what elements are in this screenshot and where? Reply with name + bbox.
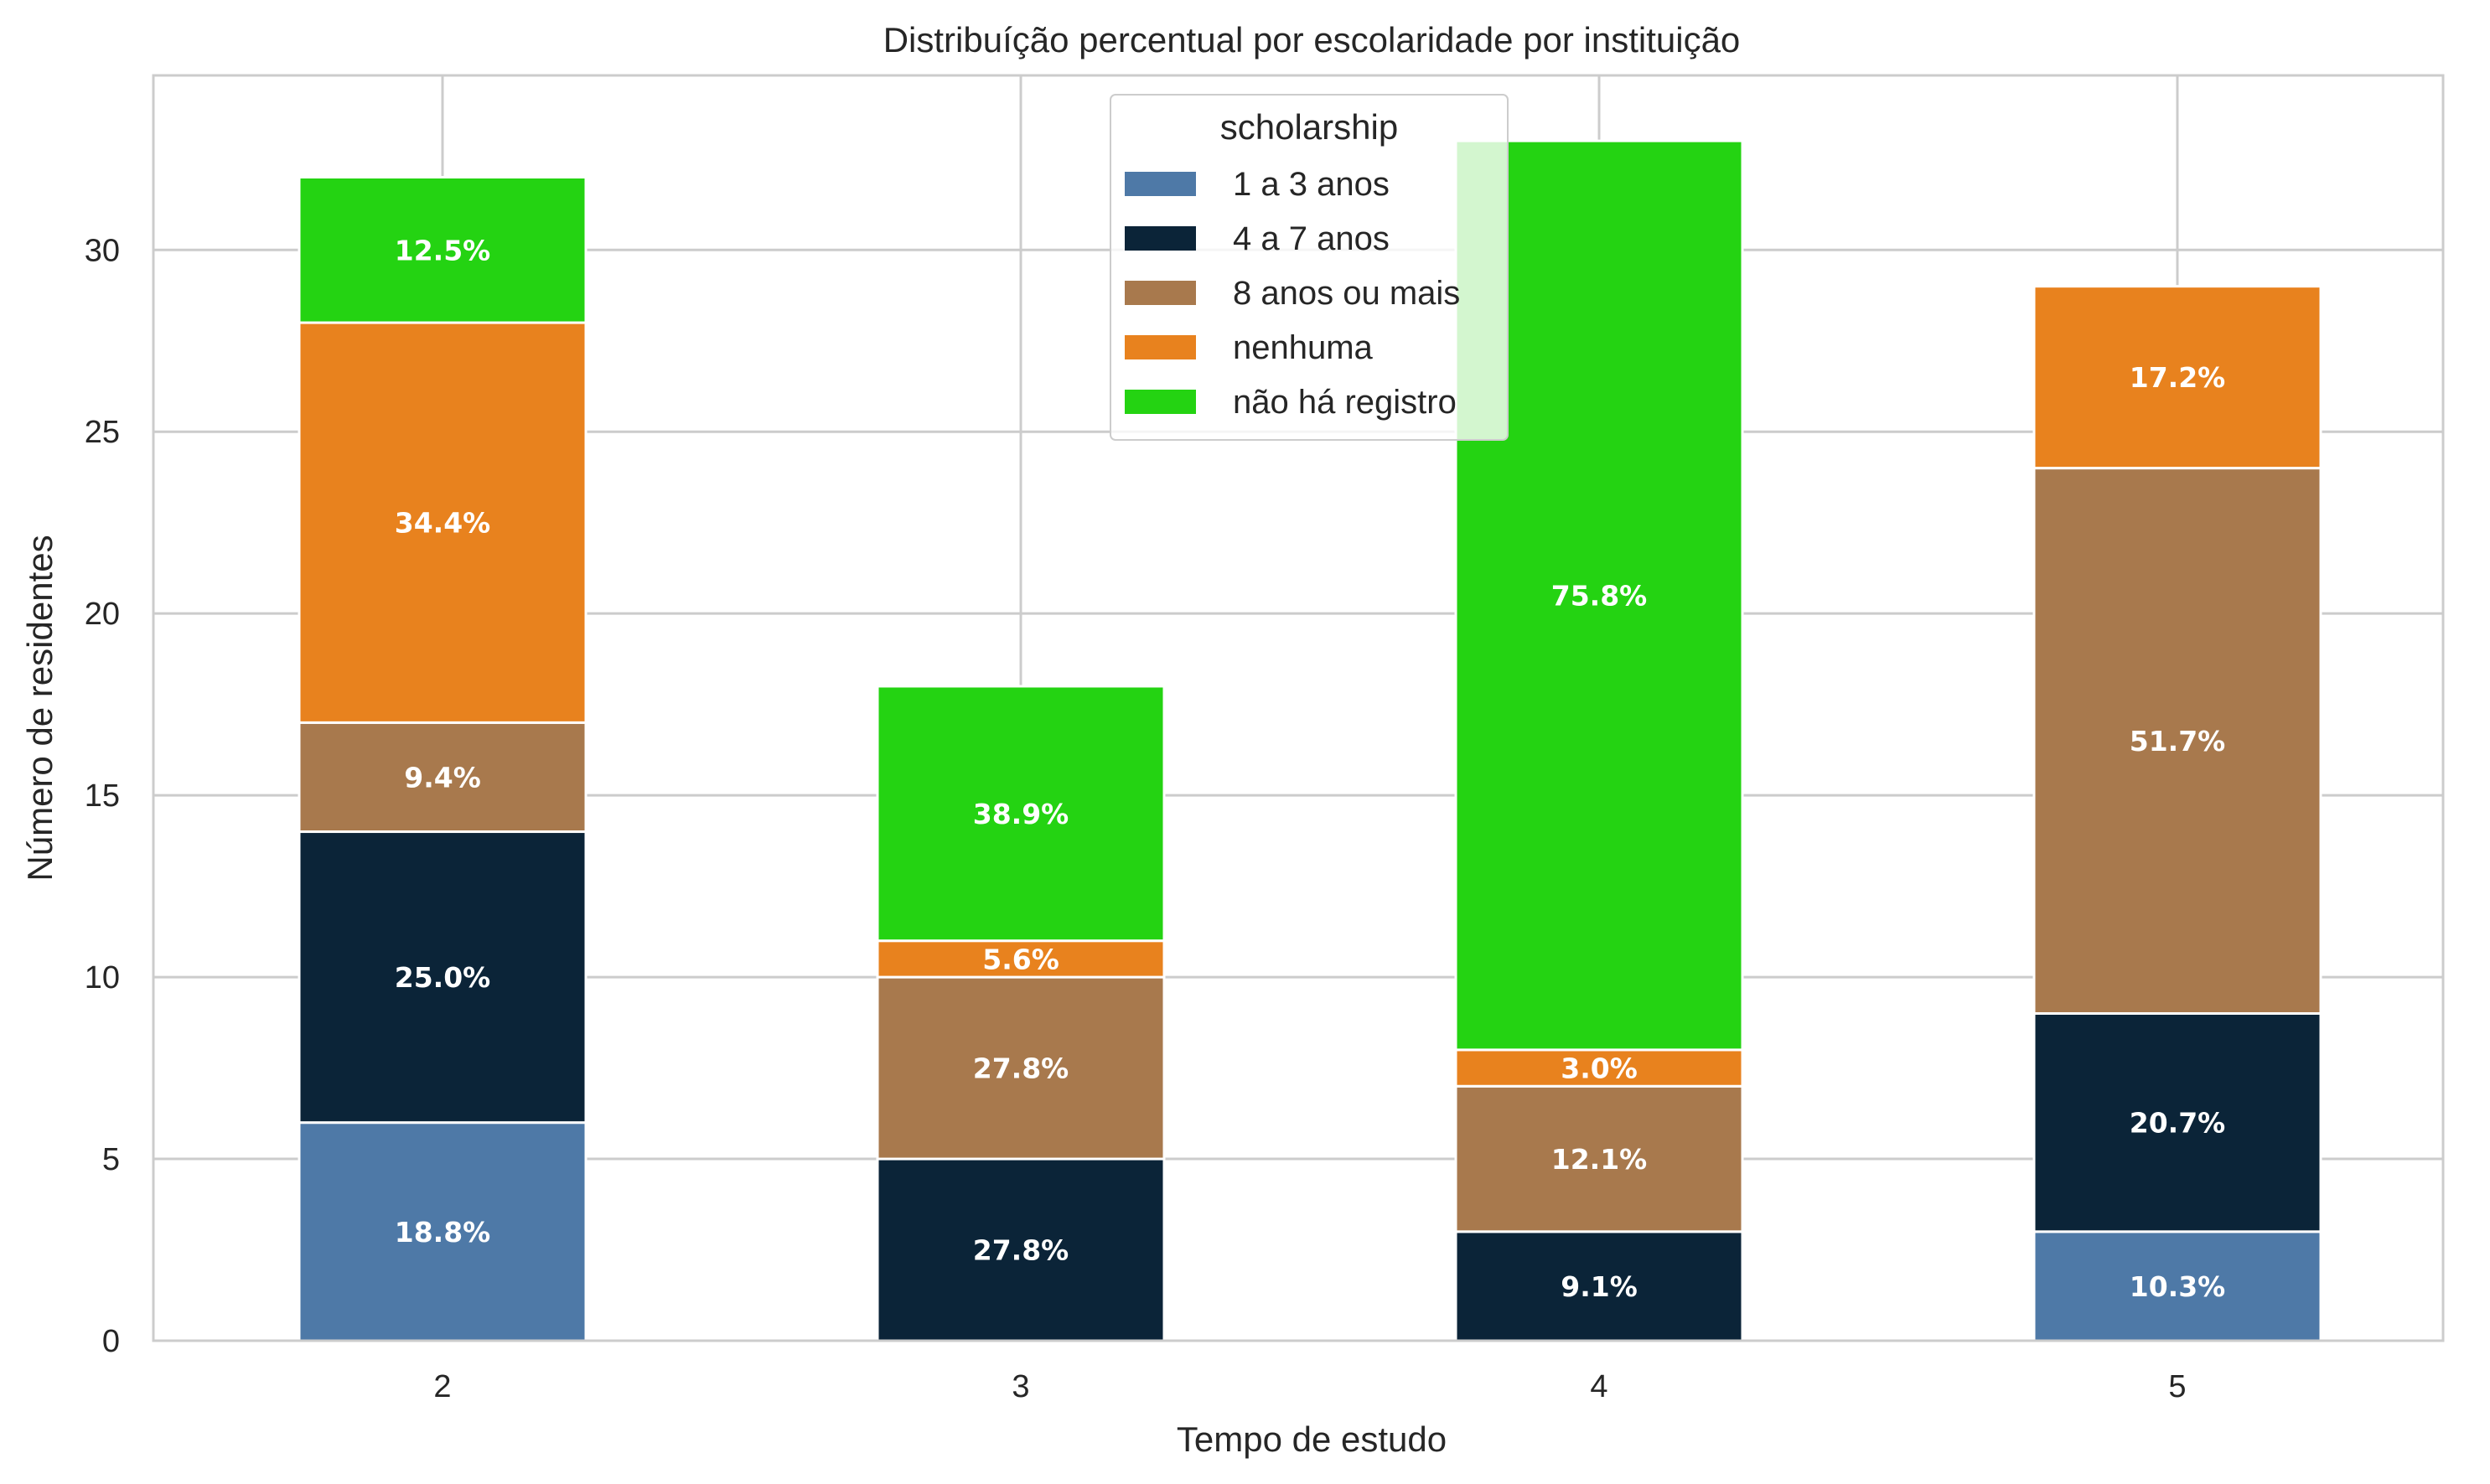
bar-segment [298,321,588,724]
bar-segment [298,1121,588,1342]
bar-segment [876,975,1166,1161]
y-tick-label: 10 [85,960,120,995]
data-label: 17.2% [2130,361,2226,394]
x-axis-title: Tempo de estudo [1177,1419,1447,1459]
bar-segment [1454,1230,1744,1342]
x-tick-label: 4 [1590,1369,1607,1404]
data-label: 12.1% [1551,1143,1648,1176]
legend-items: 1 a 3 anos 4 a 7 anos 8 anos ou mais nenhum… [1125,166,1460,421]
data-label: 9.4% [404,761,481,794]
legend-swatch [1125,281,1196,305]
data-label: 51.7% [2130,725,2226,758]
segment-labels: 18.8% 25.0% 9.4% 34.4% 12.5% 27.8% 27.8% 5.6% 38… [395,234,2226,1303]
bar-segment [298,175,588,324]
y-tick-label: 15 [85,778,120,814]
data-label: 9.1% [1561,1270,1638,1303]
legend-swatch [1125,390,1196,414]
y-tick-label: 30 [85,233,120,268]
x-tick-label: 2 [433,1369,451,1404]
y-tick-label: 20 [85,597,120,632]
legend-swatch [1125,335,1196,359]
plot-frame [152,74,2445,1342]
y-axis-ticks: 0 5 10 15 20 25 30 [85,233,120,1359]
x-axis-ticks: 2 3 4 5 [433,1369,2186,1404]
data-label: 25.0% [395,961,491,994]
y-tick-label: 5 [102,1142,120,1177]
data-label: 38.9% [973,798,1069,830]
bar-segment [298,830,588,1125]
legend-label: nenhuma [1233,329,1374,366]
legend-label: não há registro [1233,384,1457,421]
legend-swatch [1125,172,1196,196]
legend-label: 4 a 7 anos [1233,220,1390,257]
y-tick-label: 25 [85,415,120,450]
y-axis-title: Número de residentes [20,535,60,881]
bar-segment [2032,1011,2322,1233]
bar-segment [1454,1048,1744,1088]
data-label: 3.0% [1561,1052,1638,1085]
legend: scholarship 1 a 3 anos 4 a 7 anos 8 anos o… [1110,94,1509,441]
chart-title: Distribuíção percentual por escolaridade… [883,20,1741,59]
bar-segment [2032,467,2322,1015]
data-label: 5.6% [982,943,1059,975]
bars [298,139,2322,1342]
y-tick-label: 0 [102,1324,120,1359]
data-label: 20.7% [2130,1107,2226,1140]
bar-segment [2032,285,2322,470]
data-label: 12.5% [395,234,491,266]
data-label: 75.8% [1551,579,1648,612]
data-label: 10.3% [2130,1270,2226,1303]
bar-segment [876,685,1166,943]
bar-segment [1454,1084,1744,1233]
bar-segment [298,721,588,834]
legend-label: 1 a 3 anos [1233,166,1390,203]
x-tick-label: 3 [1012,1369,1029,1404]
legend-box [1110,94,1509,441]
data-label: 27.8% [973,1234,1069,1267]
data-label: 27.8% [973,1052,1069,1085]
data-label: 18.8% [395,1216,491,1249]
legend-title: scholarship [1220,107,1398,147]
legend-swatch [1125,226,1196,251]
legend-label: 8 anos ou mais [1233,275,1460,312]
x-tick-label: 5 [2168,1369,2186,1404]
data-label: 34.4% [395,507,491,540]
